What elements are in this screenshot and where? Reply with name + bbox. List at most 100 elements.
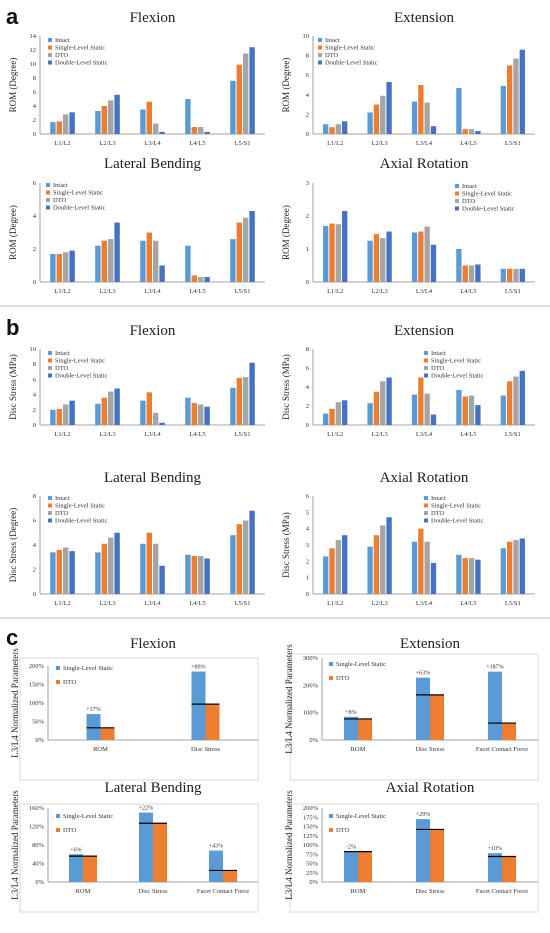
x-tick-label: L5/S1	[235, 288, 251, 295]
bar	[456, 87, 462, 134]
bar	[513, 58, 519, 134]
y-tick-label: 8	[306, 346, 309, 353]
bar	[418, 231, 424, 282]
bar	[159, 265, 165, 282]
data-label: +6%	[70, 847, 81, 853]
bar	[223, 870, 237, 882]
x-tick-label: Disc Stress	[191, 746, 221, 753]
x-tick-label: L2/L3	[371, 431, 387, 438]
bar	[462, 558, 468, 594]
bar	[204, 558, 210, 594]
bar	[69, 854, 83, 882]
y-tick-label: 0	[306, 131, 309, 138]
x-tick-label: L5/S1	[235, 431, 251, 438]
legend-swatch	[424, 503, 428, 508]
bar	[101, 543, 107, 594]
chart-title: Extension	[400, 636, 460, 652]
y-tick-label: 8	[33, 493, 36, 500]
bar	[500, 85, 506, 134]
legend-entry: Single-Level Static	[63, 665, 113, 672]
legend-swatch	[455, 184, 459, 188]
bar	[191, 556, 197, 594]
bar	[185, 99, 191, 134]
bar	[506, 541, 513, 594]
legend-swatch	[455, 199, 459, 203]
chart-frame	[289, 653, 539, 781]
legend-entry: DTO	[336, 675, 350, 682]
chart-title: Axial Rotation	[386, 780, 475, 796]
bar	[83, 856, 97, 882]
bar	[198, 404, 204, 425]
legend-entry: Single-Level Static	[53, 190, 103, 197]
legend-entry: Single-Level Static	[55, 503, 105, 510]
bar	[50, 552, 56, 594]
chart-2: Lateral Bending ROM (Degree) 0 2 4 6 L1/L2 L2/L…	[8, 156, 265, 295]
y-tick-label: 5	[306, 509, 309, 516]
bar	[236, 524, 242, 594]
legend-entry: Single-Level Static	[63, 813, 113, 820]
bar	[513, 376, 519, 425]
x-tick-label: L4/L5	[460, 431, 476, 438]
legend-swatch	[424, 366, 428, 370]
legend-entry: DTO	[55, 52, 69, 59]
bar	[418, 377, 424, 425]
legend-swatch	[318, 45, 322, 50]
y-tick-label: 12	[30, 47, 37, 54]
bar	[101, 240, 107, 282]
x-tick-label: L3/L4	[144, 600, 161, 607]
bar	[329, 408, 335, 425]
section-label-c: c	[6, 625, 18, 650]
bar	[344, 716, 358, 740]
legend-swatch	[318, 38, 322, 42]
legend-swatch	[455, 206, 459, 211]
y-tick-label: 6	[306, 365, 310, 372]
legend-entry: Intact	[55, 37, 70, 44]
bar	[344, 851, 358, 882]
bar	[323, 225, 329, 282]
section-label-a: a	[6, 4, 19, 29]
x-tick-label: L2/L3	[99, 431, 115, 438]
y-tick-label: 100%	[303, 842, 319, 849]
x-tick-label: L5/S1	[505, 288, 521, 295]
bar	[56, 121, 62, 134]
bar	[230, 387, 236, 425]
legend-swatch	[329, 662, 333, 666]
bar	[243, 377, 249, 425]
legend-swatch	[48, 351, 52, 355]
y-tick-label: 75%	[306, 851, 319, 858]
data-label: +187%	[486, 665, 503, 671]
y-tick-label: 3	[306, 180, 309, 187]
bar	[95, 245, 101, 282]
bar	[56, 253, 62, 282]
bar	[50, 409, 56, 425]
y-tick-label: 200%	[303, 682, 319, 689]
y-tick-label: 4	[33, 392, 37, 399]
bar	[386, 517, 392, 594]
y-axis-label: Disc Stress (MPa)	[281, 512, 291, 578]
x-tick-label: L5/S1	[505, 431, 521, 438]
y-tick-label: 2	[306, 403, 309, 410]
bar	[204, 277, 210, 282]
legend-swatch	[48, 503, 52, 508]
bar	[468, 129, 475, 134]
bar	[506, 268, 513, 282]
chart-title: Flexion	[130, 636, 176, 652]
legend-entry: Intact	[55, 350, 70, 357]
x-tick-label: L1/L2	[327, 288, 343, 295]
y-tick-label: 2	[33, 246, 36, 253]
bar	[230, 535, 236, 594]
bar	[101, 106, 107, 134]
bar	[86, 714, 101, 740]
bar	[418, 85, 424, 134]
x-tick-label: L2/L3	[371, 600, 387, 607]
x-tick-label: L1/L2	[327, 140, 343, 147]
x-tick-label: L4/L5	[189, 431, 205, 438]
bar	[153, 543, 159, 594]
chart-9: Extension L3/L4 Normalized Parameters 0% 10…	[284, 636, 539, 781]
bar	[519, 370, 525, 425]
legend-swatch	[424, 358, 428, 363]
bar	[411, 232, 418, 282]
bar	[159, 422, 165, 425]
